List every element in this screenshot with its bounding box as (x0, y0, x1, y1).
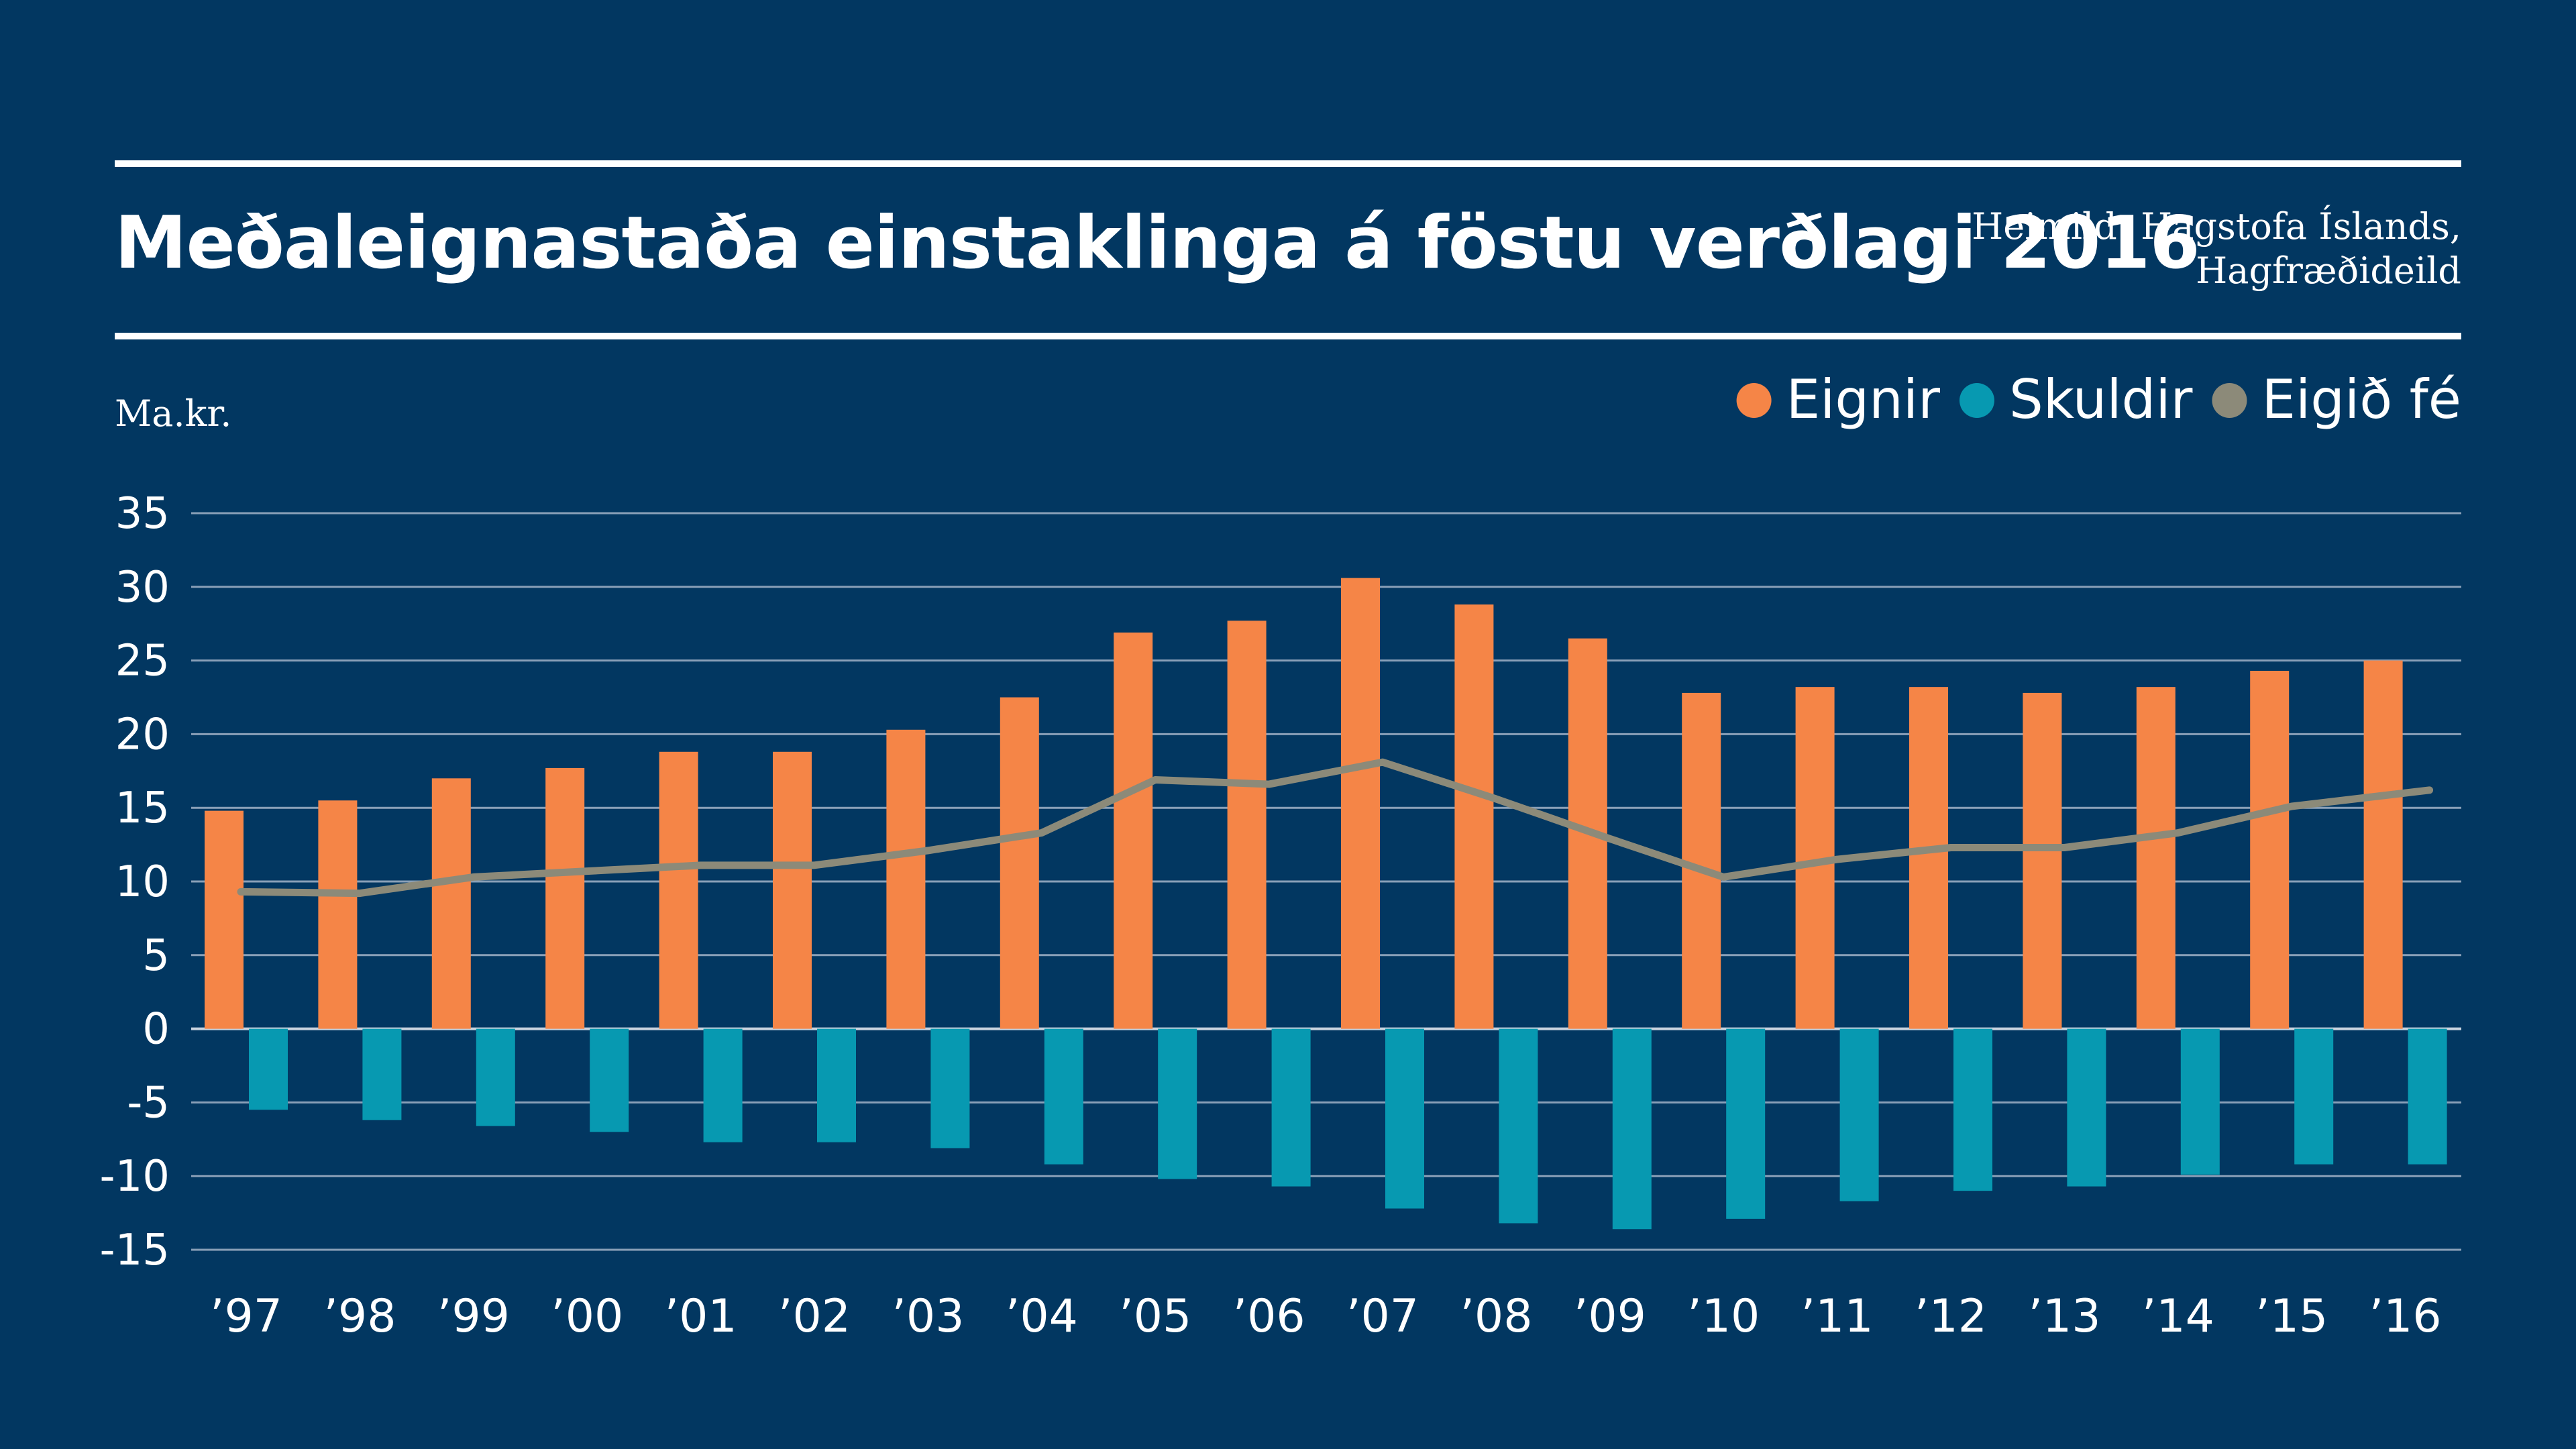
source-line-2: Hagfræðideild (2196, 250, 2461, 292)
bar-eignir (2363, 660, 2403, 1029)
y-tick-label: 30 (115, 563, 170, 612)
x-tick-label: ’15 (2255, 1290, 2328, 1343)
bar-skuldir (1953, 1028, 1992, 1191)
bar-skuldir (2067, 1028, 2106, 1187)
legend-label: Eigið fé (2261, 368, 2461, 431)
bar-skuldir (1158, 1028, 1197, 1179)
x-tick-label: ’02 (778, 1290, 851, 1343)
bar-eignir (773, 751, 812, 1029)
legend-marker (1736, 383, 1772, 418)
bar-skuldir (2294, 1028, 2334, 1165)
y-axis-label: Ma.kr. (115, 392, 231, 435)
legend-skuldir: Skuldir (1959, 368, 2193, 431)
x-tick-label: ’01 (665, 1290, 737, 1343)
legend-marker (2212, 383, 2247, 418)
legend-eigid-fe: Eigið fé (2212, 368, 2461, 431)
y-tick-label: 5 (142, 931, 170, 981)
legend-eignir: Eignir (1736, 368, 1940, 431)
header-rule-top (115, 160, 2461, 167)
grid (191, 512, 2461, 1251)
bar-eignir (886, 729, 926, 1029)
bar-skuldir (1612, 1028, 1652, 1230)
x-tick-label: ’09 (1574, 1290, 1646, 1343)
y-tick-label: 35 (115, 489, 170, 539)
bar-eignir (2136, 687, 2176, 1029)
x-tick-label: ’00 (551, 1290, 623, 1343)
y-tick-label: 10 (115, 857, 170, 907)
source-note: Heimild: Hagstofa Íslands, Hagfræðideild (1858, 205, 2461, 293)
bar-eignir (1341, 578, 1380, 1029)
y-tick-label: -5 (127, 1078, 170, 1128)
bar-eignir (659, 751, 698, 1029)
y-tick-label: -10 (99, 1152, 170, 1201)
x-tick-label: ’04 (1006, 1290, 1078, 1343)
x-tick-label: ’07 (1346, 1290, 1419, 1343)
bar-skuldir (590, 1028, 629, 1132)
x-tick-label: ’11 (1801, 1290, 1874, 1343)
x-tick-label: ’06 (1233, 1290, 1305, 1343)
legend-marker (1959, 383, 1994, 418)
x-tick-label: ’16 (2369, 1290, 2442, 1343)
y-tick-label: -15 (99, 1226, 170, 1275)
chart-title: Meðaleignastaða einstaklinga á föstu ver… (115, 201, 2200, 285)
line-series (237, 758, 2434, 898)
x-tick-label: ’97 (210, 1290, 282, 1343)
bar-eignir (1682, 692, 1721, 1029)
bar-eignir (1454, 604, 1494, 1029)
source-line-1: Heimild: Hagstofa Íslands, (1972, 205, 2461, 248)
bar-skuldir (2180, 1028, 2220, 1175)
legend-label: Eignir (1786, 368, 1940, 431)
bar-skuldir (1499, 1028, 1538, 1224)
bar-eignir (318, 800, 358, 1029)
header-rule-bottom (115, 333, 2461, 339)
bar-eignir (431, 778, 471, 1029)
bar-skuldir (930, 1028, 970, 1148)
bar-skuldir (2408, 1028, 2447, 1165)
bar-eignir (2023, 692, 2062, 1029)
bar-skuldir (476, 1028, 515, 1126)
x-tick-label: ’10 (1687, 1290, 1760, 1343)
legend: Eignir Skuldir Eigið fé (1736, 368, 2461, 431)
x-tick-label: ’13 (2028, 1290, 2100, 1343)
bar-skuldir (362, 1028, 402, 1120)
x-tick-label: ’08 (1460, 1290, 1532, 1343)
x-tick-label: ’05 (1119, 1290, 1191, 1343)
bars (205, 578, 2447, 1230)
bar-eignir (545, 767, 585, 1029)
bar-eignir (1227, 621, 1267, 1029)
bar-eignir (1000, 697, 1039, 1029)
y-tick-label: 20 (115, 710, 170, 759)
x-tick-label: ’14 (2142, 1290, 2214, 1343)
x-axis-ticks: ’97 ’98 ’99 ’00 ’01 ’02 ’03 ’04 ’05 ’06 ’07 ’08 ’09 ’… (210, 1290, 2442, 1343)
bar-skuldir (703, 1028, 743, 1142)
y-tick-label: 15 (115, 784, 170, 833)
bar-skuldir (1271, 1028, 1311, 1187)
bar-skuldir (1839, 1028, 1879, 1201)
bar-eignir (2250, 670, 2290, 1029)
x-tick-label: ’98 (323, 1290, 396, 1343)
bar-skuldir (249, 1028, 288, 1110)
x-tick-label: ’99 (437, 1290, 510, 1343)
bar-eignir (1114, 632, 1153, 1029)
bar-eignir (205, 810, 244, 1029)
bar-skuldir (1385, 1028, 1424, 1209)
bar-skuldir (1044, 1028, 1083, 1165)
x-tick-label: ’12 (1915, 1290, 1987, 1343)
y-tick-label: 0 (142, 1005, 170, 1055)
y-tick-label: 25 (115, 637, 170, 686)
bar-skuldir (1726, 1028, 1766, 1219)
legend-label: Skuldir (2009, 368, 2193, 431)
y-axis-ticks: 35 30 25 20 15 10 5 0 -5 -10 -15 (99, 489, 170, 1275)
bar-eignir (1909, 687, 1948, 1029)
bar-skuldir (817, 1028, 856, 1142)
x-tick-label: ’03 (892, 1290, 964, 1343)
line-eigid-fe (237, 758, 2434, 898)
